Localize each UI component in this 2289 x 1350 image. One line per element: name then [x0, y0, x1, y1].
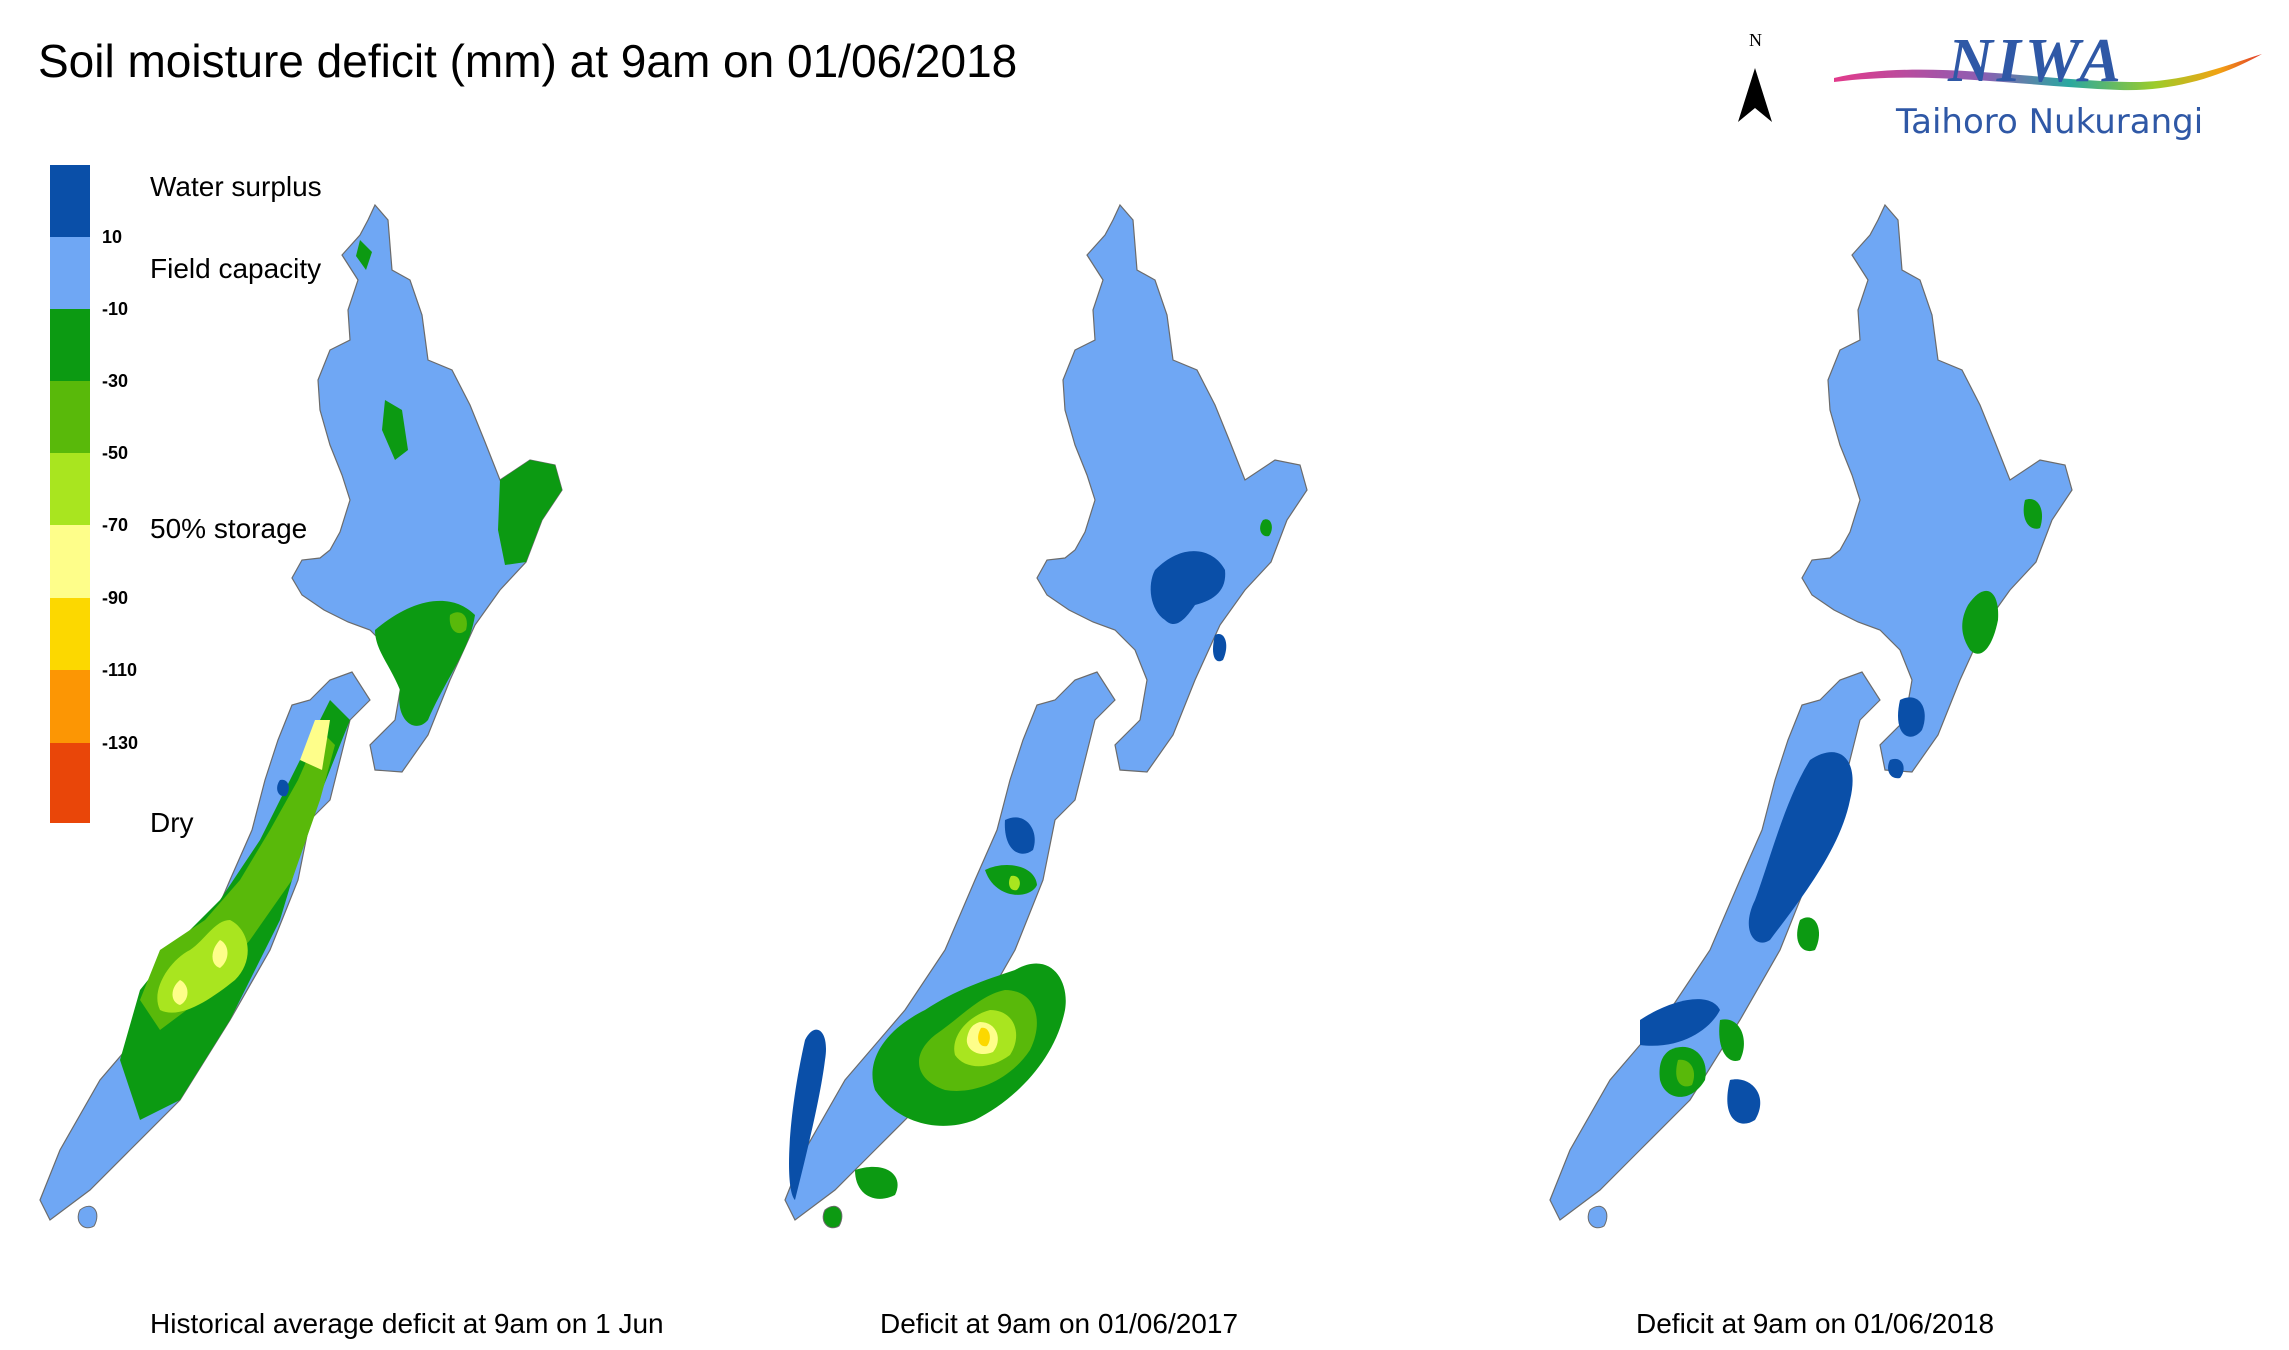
caption-2017: Deficit at 9am on 01/06/2017 [880, 1308, 1239, 1339]
legend-label-dry: Dry [150, 807, 194, 838]
legend-swatch-130 [50, 670, 90, 743]
north-island [1036, 203, 1308, 773]
legend-tick: -70 [102, 515, 129, 535]
map-2018 [1549, 203, 2073, 1229]
legend-swatch-dry [50, 743, 90, 823]
legend-swatch-30 [50, 309, 90, 381]
legend-tick: 10 [102, 227, 123, 247]
legend-swatch-50 [50, 381, 90, 453]
logo-subtitle: Taihoro Nukurangi [1896, 102, 2204, 142]
legend-label-water-surplus: Water surplus [150, 171, 322, 202]
legend-swatch-field-capacity [50, 237, 90, 309]
logo-brand: NIWA [1948, 27, 2125, 95]
north-label: N [1749, 30, 1762, 50]
north-island [291, 203, 563, 773]
north-arrow-icon [1738, 68, 1772, 122]
legend-tick: -30 [102, 371, 129, 391]
legend-tick: -110 [102, 660, 138, 680]
legend-tick: -10 [102, 299, 129, 319]
legend-tick: -90 [102, 588, 129, 608]
logo-swoosh-icon [1834, 54, 2262, 91]
south-island [39, 671, 371, 1229]
page-title: Soil moisture deficit (mm) at 9am on 01/… [38, 35, 1018, 87]
south-island [784, 671, 1116, 1229]
legend-swatch-70 [50, 453, 90, 525]
legend-label-50-storage: 50% storage [150, 513, 308, 544]
legend-tick: -50 [102, 443, 129, 463]
legend-swatch-water-surplus [50, 165, 90, 237]
legend-label-field-capacity: Field capacity [150, 253, 322, 284]
map-historical-average [39, 203, 563, 1229]
legend-tick: -130 [102, 733, 139, 753]
caption-2018: Deficit at 9am on 01/06/2018 [1636, 1308, 1995, 1339]
legend: 10 -10 -30 -50 -70 -90 -110 -130 Water s… [50, 165, 350, 838]
legend-swatch-110 [50, 598, 90, 670]
north-arrow: N [1732, 30, 1778, 130]
legend-swatch-90 [50, 525, 90, 598]
niwa-logo: NIWA Taihoro Nukurangi [1830, 20, 2270, 150]
south-island [1549, 671, 1881, 1229]
north-island [1801, 203, 2073, 779]
caption-historical: Historical average deficit at 9am on 1 J… [150, 1308, 664, 1339]
map-2017 [784, 203, 1308, 1229]
